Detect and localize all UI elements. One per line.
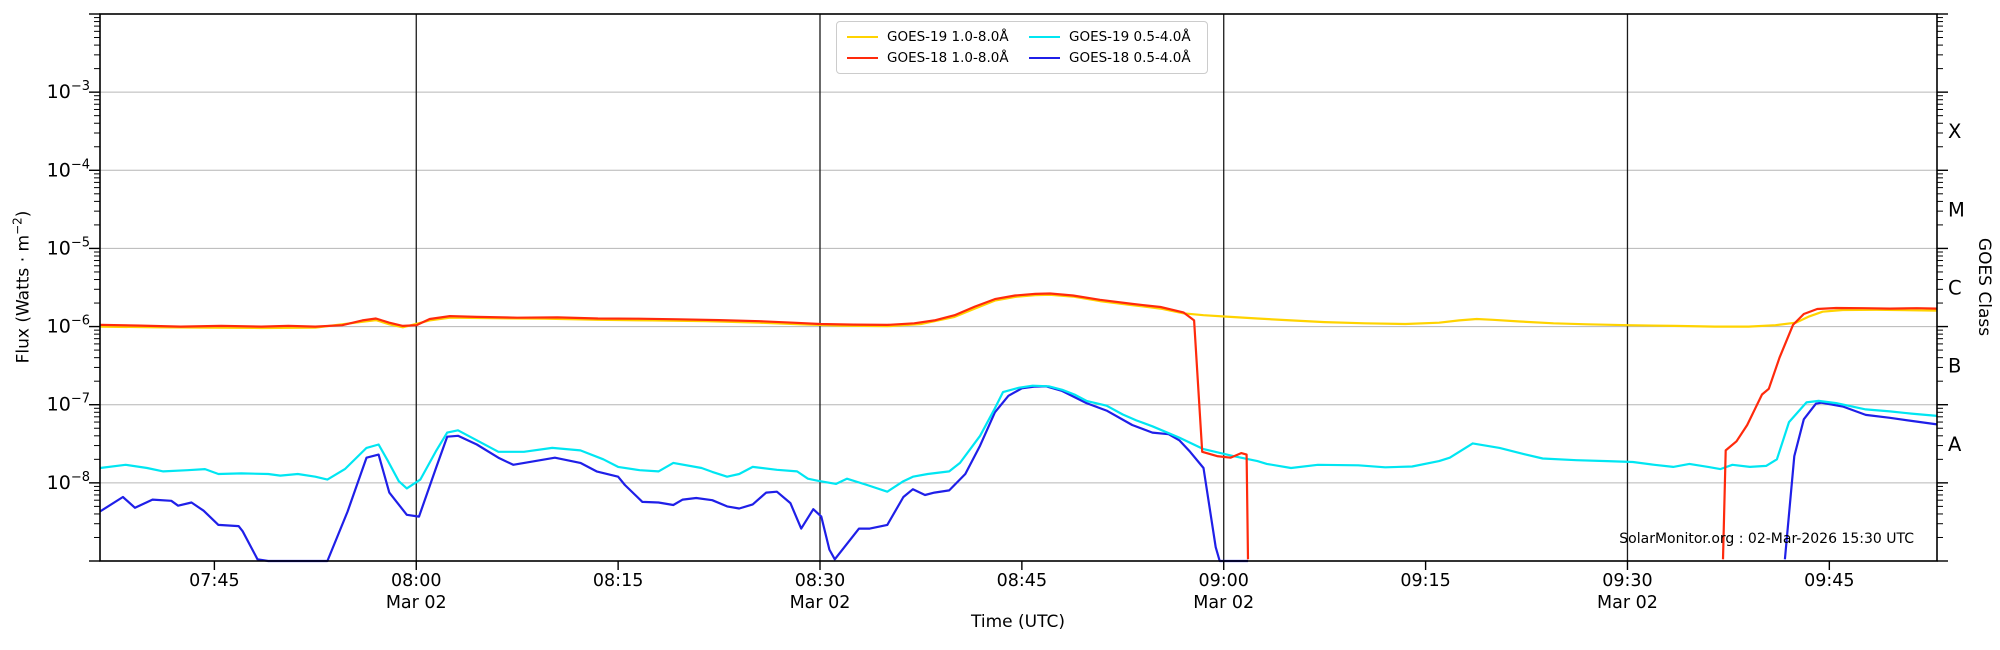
xtick-label-09-00: 09:00 xyxy=(1199,571,1249,591)
ytick-label-1e-5: 10−5 xyxy=(47,235,90,259)
legend-label: GOES-18 1.0-8.0Å xyxy=(887,50,1009,66)
legend-label: GOES-18 0.5-4.0Å xyxy=(1069,50,1191,66)
ytick-label-1e-4: 10−4 xyxy=(47,157,90,181)
goes-class-label-x: X xyxy=(1948,120,1961,143)
legend-label: GOES-19 0.5-4.0Å xyxy=(1069,29,1191,45)
ytick-label-1e-3: 10−3 xyxy=(47,79,90,103)
ytick-label-1e-8: 10−8 xyxy=(47,470,90,494)
xtick-date-label: Mar 02 xyxy=(386,593,447,613)
ytick-label-1e-7: 10−7 xyxy=(47,392,90,416)
series-goes-19-0-5-4-0- xyxy=(99,384,1938,493)
goes-class-label-b: B xyxy=(1948,355,1961,378)
goes19-long-line-swatch xyxy=(847,36,878,38)
goes19-short-line-swatch xyxy=(1029,36,1060,38)
xtick-date-label: Mar 02 xyxy=(790,593,851,613)
x-axis-title: Time (UTC) xyxy=(971,612,1065,632)
goes18-long-line-swatch xyxy=(847,57,878,59)
xtick-label-09-30: 09:30 xyxy=(1602,571,1652,591)
flux-label-prefix: Flux (Watts · m xyxy=(13,234,34,364)
goes18-short-line-swatch xyxy=(1029,57,1060,59)
xtick-label-08-15: 08:15 xyxy=(593,571,643,591)
legend-item-goes18-long: GOES-18 1.0-8.0Å xyxy=(847,50,1015,66)
series-goes-18-1-0-8-0- xyxy=(1721,306,1938,560)
series-goes-18-1-0-8-0- xyxy=(99,292,1250,560)
legend-item-goes18-short: GOES-18 0.5-4.0Å xyxy=(1029,50,1197,66)
ytick-label-1e-6: 10−6 xyxy=(47,314,90,338)
xtick-date-label: Mar 02 xyxy=(1597,593,1658,613)
series-goes-19-1-0-8-0- xyxy=(99,293,1938,330)
flux-label-suffix: ) xyxy=(13,210,34,218)
xtick-label-08-30: 08:30 xyxy=(795,571,845,591)
y-axis-title-goes-class: GOES Class xyxy=(1974,237,1994,337)
legend-label: GOES-19 1.0-8.0Å xyxy=(887,29,1009,45)
watermark-text: SolarMonitor.org : 02-Mar-2026 15:30 UTC xyxy=(1619,531,1914,547)
legend-item-goes19-short: GOES-19 0.5-4.0Å xyxy=(1029,29,1197,45)
goes-class-label-a: A xyxy=(1948,433,1962,456)
goes-class-label-c: C xyxy=(1948,277,1962,300)
legend-item-goes19-long: GOES-19 1.0-8.0Å xyxy=(847,29,1015,45)
goes-class-label-m: M xyxy=(1948,198,1965,221)
xtick-label-08-00: 08:00 xyxy=(391,571,441,591)
flux-series xyxy=(99,292,1938,563)
axis-ticks xyxy=(89,13,1948,570)
plot-border xyxy=(99,13,1938,562)
y-axis-title-flux: Flux (Watts · m−2) xyxy=(11,211,34,364)
xtick-label-07-45: 07:45 xyxy=(189,571,239,591)
gridlines xyxy=(100,91,1937,484)
xtick-label-09-45: 09:45 xyxy=(1804,571,1854,591)
flux-label-exponent: −2 xyxy=(10,217,25,235)
series-goes-18-0-5-4-0- xyxy=(1783,401,1938,560)
xtick-label-09-15: 09:15 xyxy=(1400,571,1450,591)
xtick-date-label: Mar 02 xyxy=(1193,593,1254,613)
legend-box: GOES-19 1.0-8.0Å GOES-19 0.5-4.0Å GOES-1… xyxy=(836,21,1208,74)
plot-frame xyxy=(99,13,1938,562)
xtick-label-08-45: 08:45 xyxy=(997,571,1047,591)
event-lines xyxy=(415,14,1629,561)
